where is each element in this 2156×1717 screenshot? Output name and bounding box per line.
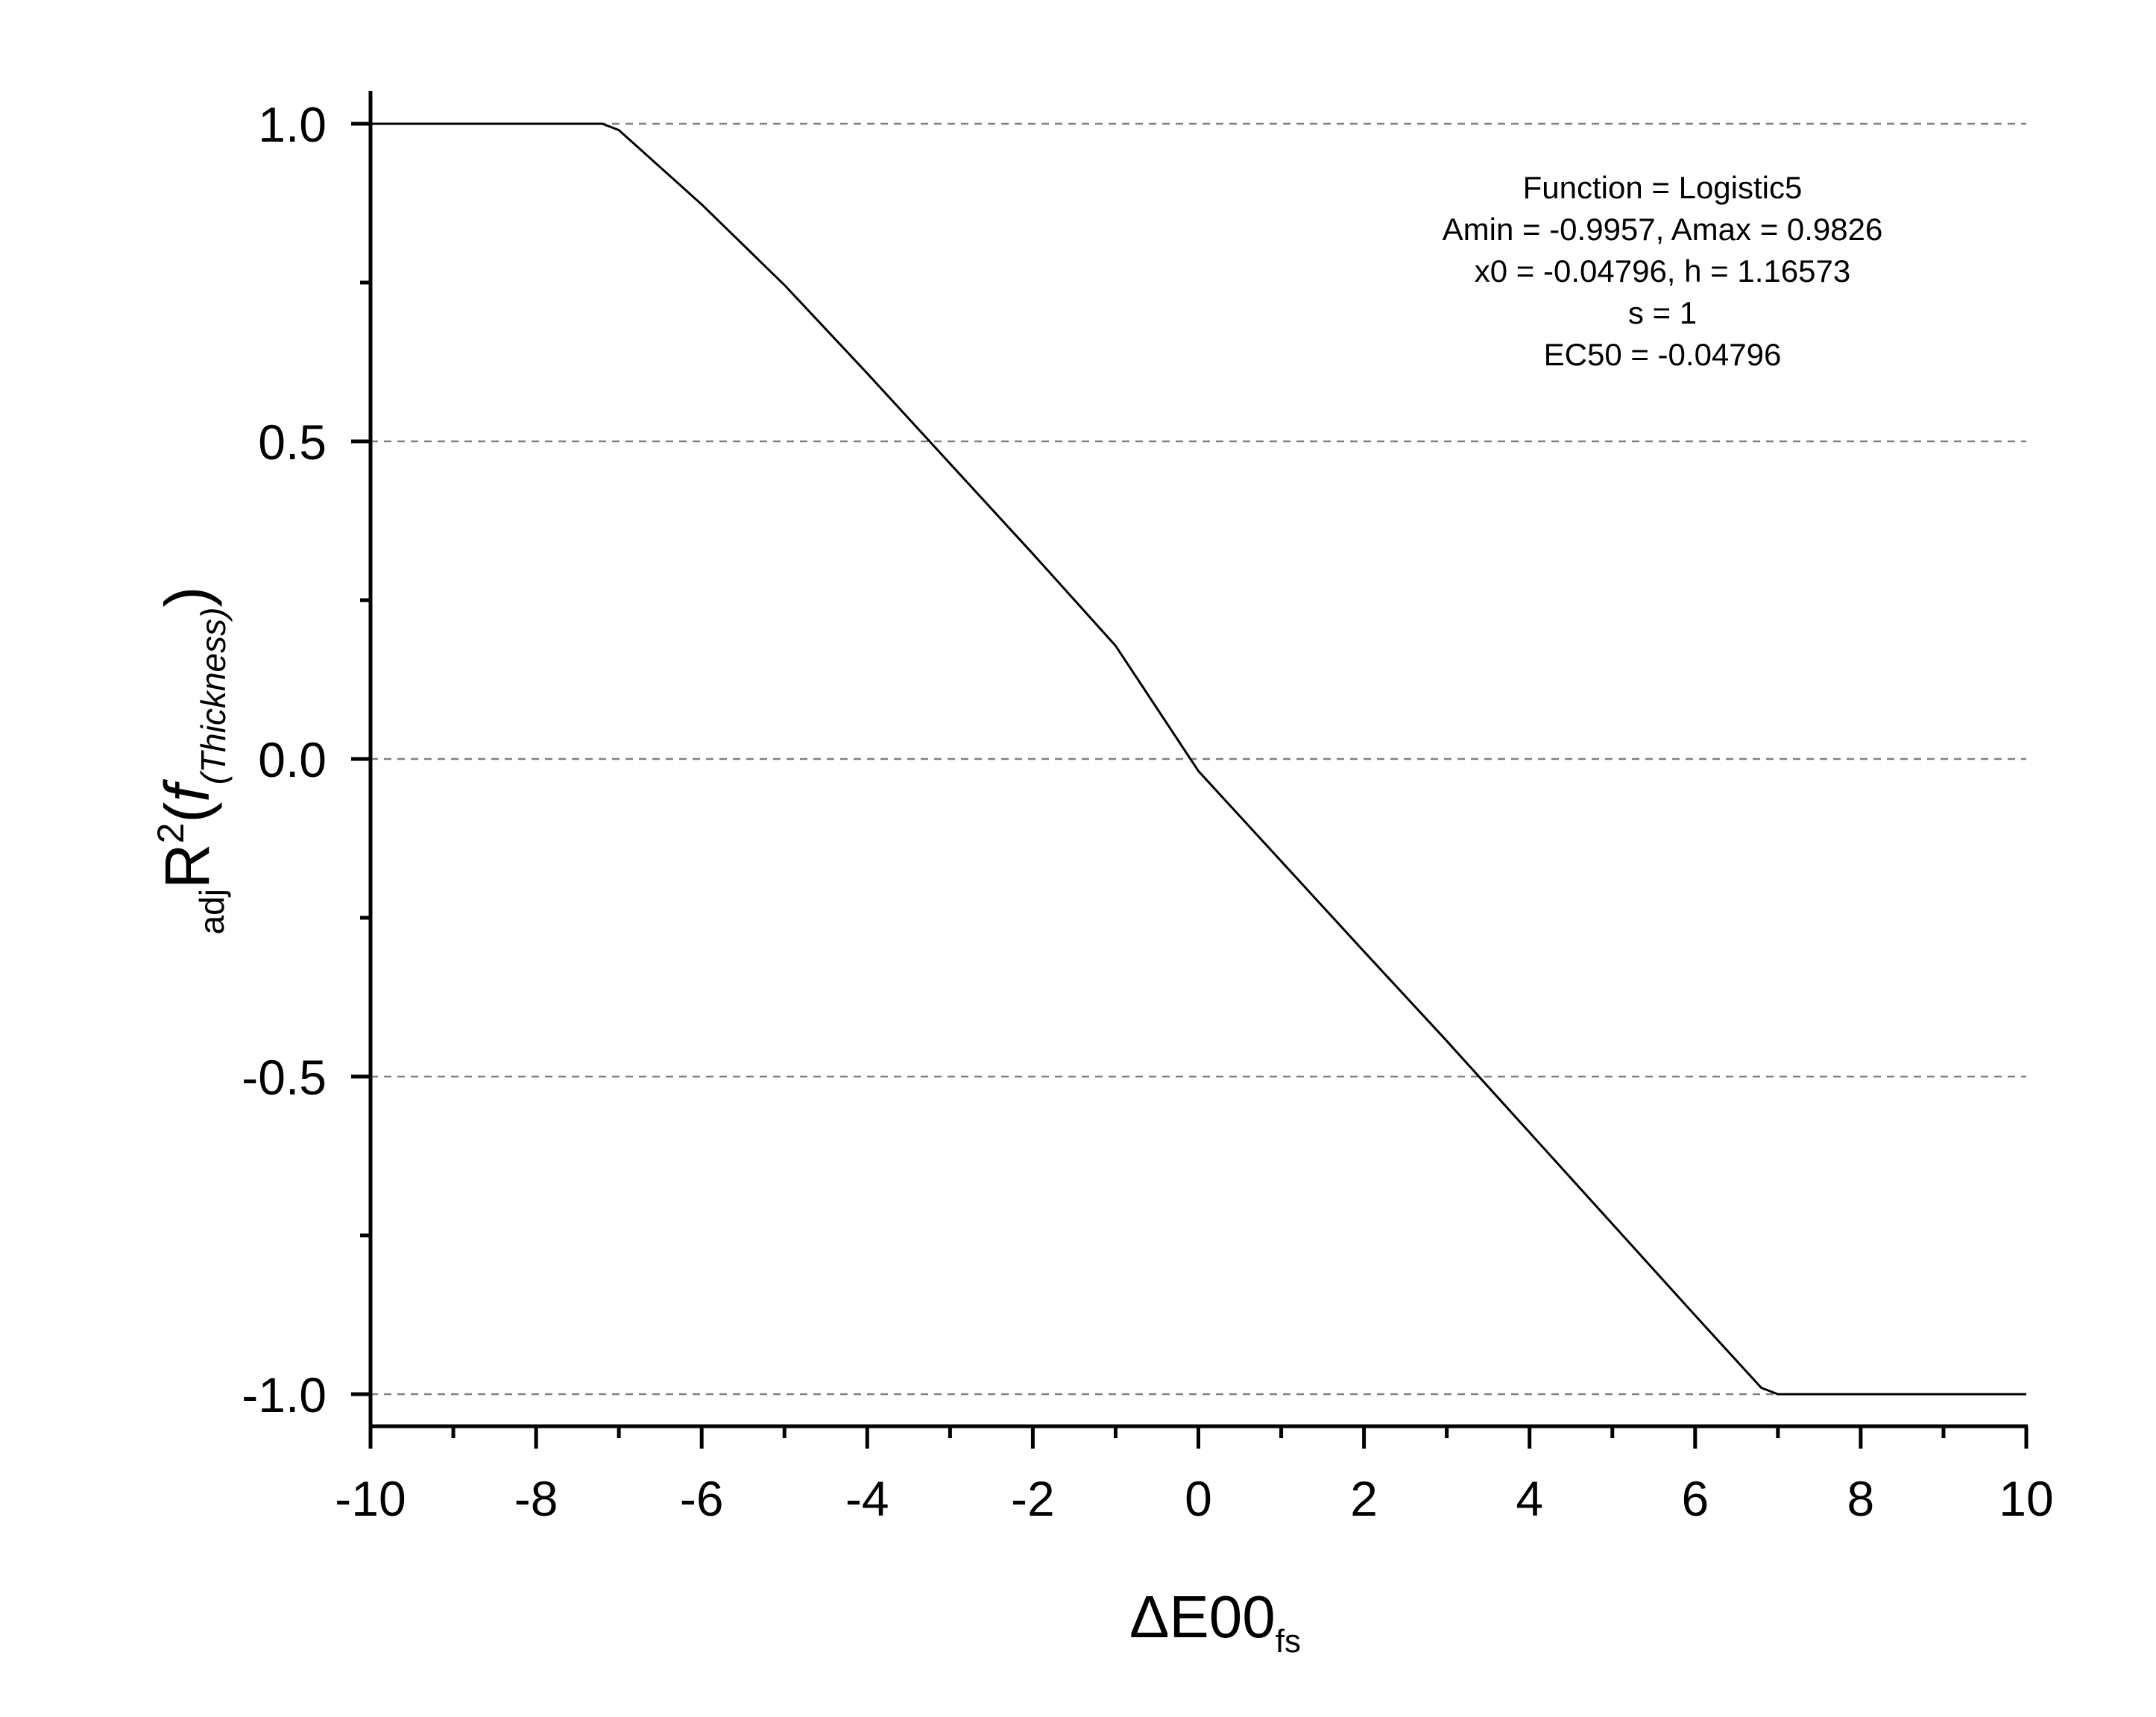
y-axis-label-main: R	[152, 843, 222, 889]
grid-lines	[371, 122, 2026, 1396]
annotation-line-1: Function = Logistic5	[1523, 170, 1803, 205]
annotation-line-3: x0 = -0.04796, h = 1.16573	[1475, 253, 1850, 289]
y-axis-label: adjR2(f(Thickness))	[150, 587, 233, 935]
y-tick-label-0: -1.0	[242, 1367, 327, 1423]
y-axis-label-close-paren: )	[152, 587, 222, 608]
y-tick-label-4: 1.0	[258, 97, 327, 152]
x-tick-label-9: 8	[1847, 1471, 1875, 1526]
x-tick-label-7: 4	[1516, 1471, 1543, 1526]
y-axis-label-funcsub: (Thickness)	[194, 608, 233, 785]
x-tick-labels: -10 -8 -6 -4 -2 0 2 4 6 8 10	[335, 1471, 2053, 1526]
x-tick-label-4: -2	[1011, 1471, 1055, 1526]
x-tick-label-0: -10	[335, 1471, 406, 1526]
x-tick-label-3: -4	[845, 1471, 889, 1526]
y-tick-labels: -1.0 -0.5 0.0 0.5 1.0	[242, 97, 327, 1423]
x-axis-label-subscript: fs	[1276, 1623, 1301, 1660]
y-axis-label-presub: adj	[192, 889, 231, 934]
x-axis-label-main: ΔE00	[1129, 1584, 1276, 1650]
annotation-line-4: s = 1	[1628, 295, 1697, 330]
y-tick-label-3: 0.5	[258, 415, 327, 470]
x-tick-label-6: 2	[1350, 1471, 1378, 1526]
ticks	[351, 122, 2029, 1449]
series-line-0	[371, 122, 2026, 1396]
x-tick-label-5: 0	[1185, 1471, 1212, 1526]
annotation-box: Function = Logistic5 Amin = -0.9957, Ama…	[1443, 170, 1883, 372]
x-axis-label: ΔE00fs	[1129, 1584, 1301, 1660]
y-axis-label-open-paren: (	[152, 802, 222, 823]
y-axis-label-sup: 2	[150, 823, 192, 844]
x-tick-label-1: -8	[514, 1471, 558, 1526]
y-tick-label-2: 0.0	[258, 732, 327, 787]
y-tick-label-1: -0.5	[242, 1050, 327, 1105]
x-tick-label-10: 10	[1999, 1471, 2053, 1526]
series	[371, 122, 2026, 1396]
x-tick-label-8: 6	[1681, 1471, 1709, 1526]
annotation-line-2: Amin = -0.9957, Amax = 0.9826	[1443, 212, 1883, 247]
annotation-line-5: EC50 = -0.04796	[1544, 337, 1782, 372]
x-tick-label-2: -6	[680, 1471, 724, 1526]
